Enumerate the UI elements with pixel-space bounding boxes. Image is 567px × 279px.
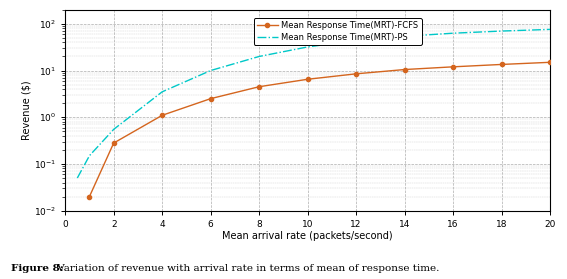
Mean Response Time(MRT)-FCFS: [498, 63, 505, 66]
Mean Response Time(MRT)-PS: [304, 45, 311, 49]
Mean Response Time(MRT)-FCFS: [86, 195, 93, 198]
Mean Response Time(MRT)-PS: [74, 176, 81, 180]
Mean Response Time(MRT)-FCFS: [208, 97, 214, 100]
Line: Mean Response Time(MRT)-PS: Mean Response Time(MRT)-PS: [77, 29, 550, 178]
Legend: Mean Response Time(MRT)-FCFS, Mean Response Time(MRT)-PS: Mean Response Time(MRT)-FCFS, Mean Respo…: [253, 18, 421, 45]
Text: Figure 8:: Figure 8:: [11, 264, 64, 273]
Mean Response Time(MRT)-PS: [256, 55, 263, 58]
Mean Response Time(MRT)-PS: [159, 90, 166, 93]
Mean Response Time(MRT)-FCFS: [159, 114, 166, 117]
Text: Variation of revenue with arrival rate in terms of mean of response time.: Variation of revenue with arrival rate i…: [54, 264, 439, 273]
Mean Response Time(MRT)-FCFS: [401, 68, 408, 71]
Mean Response Time(MRT)-PS: [353, 39, 359, 42]
Mean Response Time(MRT)-PS: [498, 29, 505, 33]
Mean Response Time(MRT)-PS: [208, 69, 214, 72]
Mean Response Time(MRT)-PS: [401, 35, 408, 38]
Mean Response Time(MRT)-FCFS: [547, 61, 553, 64]
Y-axis label: Revenue ($): Revenue ($): [21, 80, 31, 140]
X-axis label: Mean arrival rate (packets/second): Mean arrival rate (packets/second): [222, 232, 393, 241]
Mean Response Time(MRT)-PS: [110, 128, 117, 131]
Mean Response Time(MRT)-PS: [450, 32, 456, 35]
Mean Response Time(MRT)-FCFS: [304, 78, 311, 81]
Mean Response Time(MRT)-FCFS: [110, 141, 117, 145]
Mean Response Time(MRT)-PS: [547, 28, 553, 31]
Mean Response Time(MRT)-FCFS: [256, 85, 263, 88]
Mean Response Time(MRT)-FCFS: [450, 65, 456, 69]
Mean Response Time(MRT)-FCFS: [353, 72, 359, 76]
Line: Mean Response Time(MRT)-FCFS: Mean Response Time(MRT)-FCFS: [87, 60, 552, 199]
Mean Response Time(MRT)-PS: [86, 154, 93, 157]
